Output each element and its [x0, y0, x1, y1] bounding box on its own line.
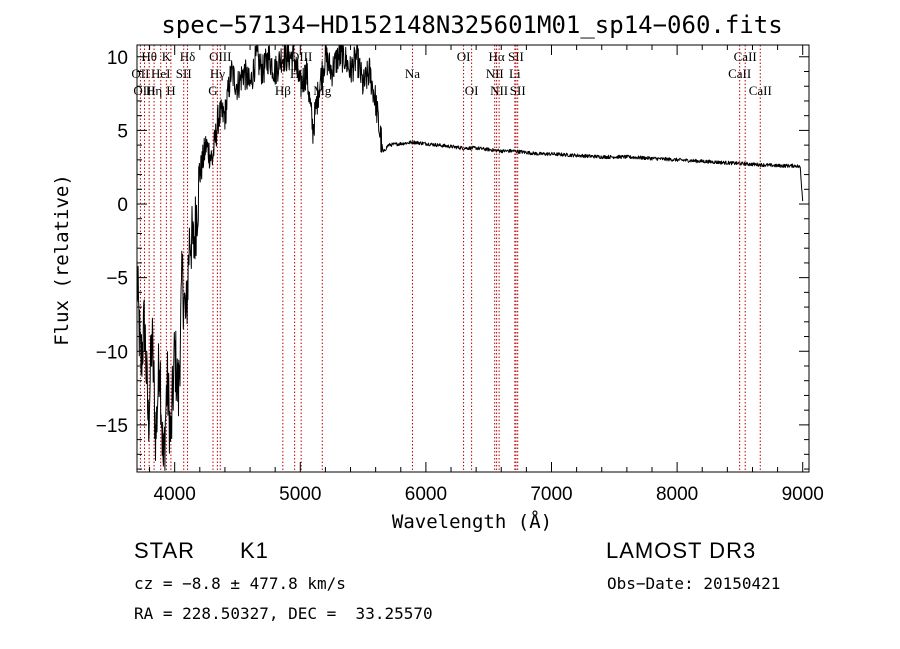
flux-series-line: [136, 44, 804, 471]
marker-label: Hδ: [180, 49, 196, 64]
marker-label: G: [208, 83, 217, 98]
marker-label: NII: [486, 66, 504, 81]
series-group: [136, 44, 804, 471]
chart-title: spec−57134−HD152148N325601M01_sp14−060.f…: [161, 11, 782, 39]
axis-ticks: 4000 5000 6000 7000 8000 9000 −15 −10 −5 0 5 10: [96, 45, 824, 505]
marker-label: CaII: [734, 49, 757, 64]
marker-label: Na: [405, 66, 420, 81]
marker-label: OI: [465, 83, 479, 98]
redshift-cz: cz = −8.8 ± 477.8 km/s: [134, 574, 346, 593]
marker-label: Hα: [489, 49, 505, 64]
marker-label: OIII: [209, 49, 231, 64]
marker-label: Hη: [146, 83, 162, 98]
marker-label: CaII: [728, 66, 751, 81]
spectrum-chart: spec−57134−HD152148N325601M01_sp14−060.f…: [51, 11, 824, 533]
survey-name: LAMOST DR3: [606, 538, 757, 563]
coordinates: RA = 228.50327, DEC = 33.25570: [134, 604, 433, 623]
observation-date: Obs−Date: 20150421: [607, 574, 781, 593]
y-tick-label: −10: [96, 342, 128, 363]
y-axis-label: Flux (relative): [51, 174, 73, 346]
object-class: STAR: [134, 538, 196, 563]
x-tick-label: 7000: [530, 484, 572, 505]
x-tick-label: 5000: [279, 484, 321, 505]
y-tick-label: 0: [117, 195, 128, 216]
marker-label: OI: [457, 49, 471, 64]
x-tick-label: 6000: [405, 484, 447, 505]
marker-label: Hθ: [141, 49, 157, 64]
y-tick-label: −15: [96, 416, 128, 437]
marker-label: HeI: [151, 66, 171, 81]
marker-label: OII: [131, 66, 149, 81]
marker-label: K: [162, 49, 172, 64]
marker-label: Hγ: [210, 66, 225, 81]
y-tick-label: 10: [107, 48, 128, 69]
marker-label: OIII: [133, 83, 155, 98]
plot-frame: [136, 44, 810, 473]
y-tick-label: −5: [106, 269, 128, 290]
marker-label: SII: [176, 66, 192, 81]
marker-label: H: [166, 83, 175, 98]
marker-label: NII: [490, 83, 508, 98]
x-tick-label: 8000: [656, 484, 698, 505]
marker-label: Li: [509, 66, 521, 81]
marker-label: H: [290, 66, 299, 81]
marker-label: SII: [510, 83, 526, 98]
x-tick-label: 4000: [154, 484, 196, 505]
marker-label: CaII: [749, 83, 772, 98]
x-tick-label: 9000: [782, 484, 824, 505]
y-tick-label: 5: [117, 121, 128, 142]
marker-label: SII: [508, 49, 524, 64]
marker-label: Hβ: [275, 83, 291, 98]
x-axis-label: Wavelength (Å): [392, 510, 552, 533]
object-subclass: K1: [240, 538, 269, 563]
